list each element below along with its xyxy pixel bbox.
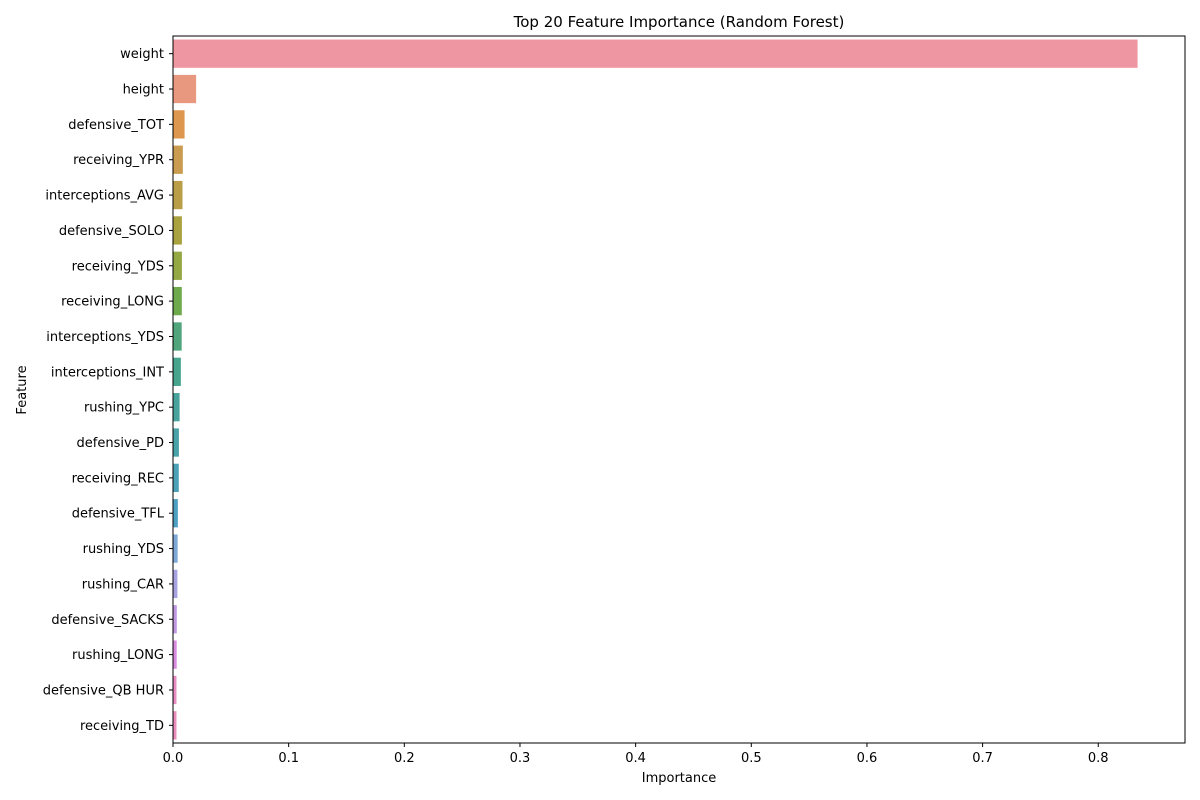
x-tick-label: 0.0 bbox=[163, 751, 184, 766]
bar-defensive-solo bbox=[173, 216, 182, 245]
bar-rushing-ypc bbox=[173, 393, 180, 422]
x-tick-label: 0.7 bbox=[972, 751, 993, 766]
y-tick-label: receiving_LONG bbox=[61, 295, 164, 310]
bar-defensive-pd bbox=[173, 428, 179, 457]
y-tick-label: interceptions_INT bbox=[51, 365, 164, 380]
y-tick-label: receiving_YDS bbox=[72, 259, 164, 274]
bar-defensive-qb-hur bbox=[173, 675, 177, 705]
bar-height bbox=[173, 74, 197, 104]
x-tick-label: 0.5 bbox=[741, 751, 762, 766]
bar-rushing-car bbox=[173, 569, 178, 599]
bar-rushing-long bbox=[173, 640, 177, 669]
y-tick-label: defensive_QB HUR bbox=[43, 683, 164, 698]
bar-interceptions-int bbox=[173, 357, 181, 386]
bar-interceptions-yds bbox=[173, 322, 182, 351]
y-tick-label: defensive_PD bbox=[77, 436, 165, 451]
y-tick-label: defensive_TFL bbox=[72, 507, 165, 522]
y-tick-label: height bbox=[123, 83, 164, 98]
x-tick-label: 0.8 bbox=[1088, 751, 1109, 766]
y-axis-label: Feature bbox=[15, 365, 30, 414]
y-tick-label: interceptions_YDS bbox=[46, 330, 164, 345]
y-tick-label: rushing_YDS bbox=[83, 542, 164, 557]
y-tick-label: receiving_YPR bbox=[73, 153, 164, 168]
y-tick-label: receiving_REC bbox=[72, 471, 164, 486]
bar-interceptions-avg bbox=[173, 180, 183, 210]
bar-receiving-rec bbox=[173, 463, 179, 493]
bar-receiving-yds bbox=[173, 251, 182, 280]
bar-receiving-ypr bbox=[173, 145, 183, 174]
x-tick-label: 0.2 bbox=[394, 751, 415, 766]
y-tick-label: defensive_TOT bbox=[68, 118, 164, 133]
y-tick-label: defensive_SOLO bbox=[59, 224, 164, 239]
plot-frame bbox=[172, 35, 1186, 744]
x-axis-label: Importance bbox=[642, 771, 717, 786]
bar-defensive-tfl bbox=[173, 499, 178, 528]
chart-title: Top 20 Feature Importance (Random Forest… bbox=[513, 13, 845, 31]
y-tick-label: rushing_CAR bbox=[82, 577, 164, 592]
bar-rushing-yds bbox=[173, 534, 178, 563]
bar-defensive-tot bbox=[173, 110, 185, 139]
bar-weight bbox=[173, 39, 1138, 68]
x-ticks: 0.0 0.1 0.2 0.3 0.4 0.5 0.6 0.7 0.8 bbox=[163, 743, 1109, 766]
y-tick-labels: weight height defensive_TOT receiving_YPRin… bbox=[43, 47, 173, 734]
x-tick-label: 0.6 bbox=[857, 751, 878, 766]
y-tick-label: weight bbox=[120, 47, 164, 62]
y-tick-label: rushing_LONG bbox=[72, 648, 164, 663]
y-tick-label: rushing_YPC bbox=[84, 401, 164, 416]
bars-group bbox=[173, 39, 1138, 740]
y-tick-label: defensive_SACKS bbox=[51, 613, 164, 628]
bar-receiving-long bbox=[173, 286, 182, 316]
x-tick-label: 0.1 bbox=[278, 751, 299, 766]
y-tick-label: receiving_TD bbox=[80, 719, 164, 734]
bar-defensive-sacks bbox=[173, 605, 177, 634]
y-tick-label: interceptions_AVG bbox=[45, 189, 164, 204]
bar-receiving-td bbox=[173, 711, 177, 740]
x-tick-label: 0.3 bbox=[510, 751, 531, 766]
x-tick-label: 0.4 bbox=[625, 751, 646, 766]
